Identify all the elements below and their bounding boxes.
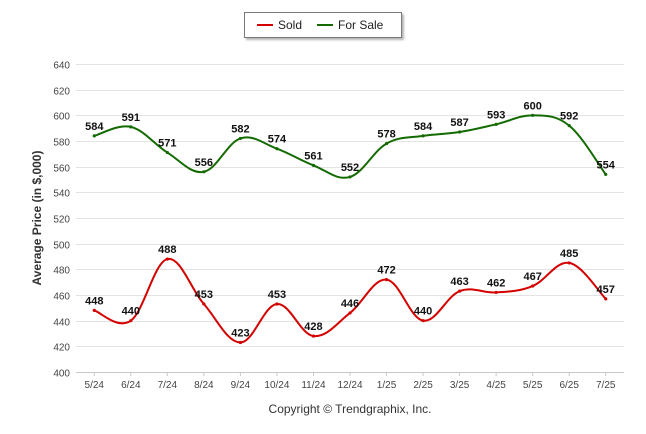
data-point-for-sale: [384, 141, 389, 146]
y-tick-label: 600: [53, 112, 70, 123]
y-tick-label: 500: [53, 241, 70, 252]
data-point-for-sale: [202, 170, 206, 174]
data-point-for-sale: [458, 130, 462, 134]
x-tick-label: 2/25: [413, 380, 433, 391]
data-point-for-sale: [311, 163, 316, 167]
data-point-for-sale: [238, 136, 242, 141]
y-tick-label: 560: [53, 164, 70, 175]
legend-item-sold: Sold: [257, 18, 302, 32]
data-label-sold: 453: [195, 289, 213, 301]
data-label-for-sale: 578: [377, 129, 395, 141]
data-label-sold: 448: [85, 295, 103, 307]
data-label-sold: 462: [487, 277, 505, 289]
data-point-for-sale: [129, 125, 133, 129]
y-tick-label: 640: [53, 61, 70, 72]
x-tick-label: 1/25: [377, 380, 397, 391]
data-label-sold: 428: [304, 321, 322, 333]
x-tick-label: 4/25: [486, 380, 506, 391]
data-point-sold: [458, 289, 462, 293]
data-label-sold: 446: [341, 298, 359, 310]
data-label-for-sale: 592: [560, 111, 578, 123]
data-point-sold: [384, 278, 389, 282]
data-label-for-sale: 584: [85, 121, 104, 133]
data-point-for-sale: [567, 124, 571, 128]
data-label-for-sale: 600: [523, 100, 541, 112]
y-tick-label: 400: [53, 369, 70, 380]
data-point-sold: [202, 302, 206, 306]
y-tick-label: 460: [53, 292, 70, 303]
data-point-for-sale: [275, 147, 279, 151]
data-label-for-sale: 574: [268, 134, 287, 146]
x-tick-label: 11/24: [301, 380, 326, 391]
y-tick-label: 420: [53, 343, 70, 354]
legend: Sold For Sale: [244, 12, 402, 38]
legend-swatch-for-sale: [317, 23, 333, 26]
data-point-for-sale: [604, 172, 608, 176]
legend-swatch-sold: [257, 23, 273, 26]
data-label-for-sale: 593: [487, 109, 505, 121]
data-label-sold: 488: [158, 244, 176, 256]
data-point-for-sale: [494, 122, 498, 126]
data-point-for-sale: [92, 134, 96, 138]
data-label-for-sale: 582: [231, 123, 249, 135]
data-point-sold: [604, 297, 608, 301]
data-label-for-sale: 571: [158, 138, 176, 150]
data-point-for-sale: [531, 113, 535, 117]
y-axis-title: Average Price (in $,000): [30, 151, 44, 286]
x-tick-label: 5/24: [85, 380, 105, 391]
data-label-for-sale: 556: [195, 157, 213, 169]
data-label-for-sale: 587: [450, 117, 468, 129]
y-tick-label: 480: [53, 266, 70, 277]
data-point-for-sale: [165, 150, 169, 155]
legend-label-sold: Sold: [278, 18, 303, 32]
data-point-sold: [92, 308, 96, 312]
legend-item-for-sale: For Sale: [317, 18, 383, 32]
data-point-sold: [567, 261, 571, 265]
data-label-sold: 453: [268, 289, 286, 301]
x-tick-label: 7/24: [158, 380, 178, 391]
data-label-sold: 485: [560, 248, 578, 260]
data-point-sold: [165, 257, 169, 261]
data-label-for-sale: 552: [341, 162, 359, 174]
y-tick-label: 520: [53, 215, 70, 226]
data-label-sold: 423: [231, 327, 249, 339]
data-point-sold: [238, 340, 242, 345]
x-tick-label: 7/25: [596, 380, 616, 391]
data-label-sold: 440: [122, 306, 140, 318]
x-tick-label: 6/25: [559, 380, 579, 391]
data-label-for-sale: 591: [122, 112, 140, 124]
data-point-for-sale: [421, 134, 425, 138]
data-point-sold: [275, 302, 279, 306]
data-label-sold: 467: [523, 271, 541, 283]
data-label-for-sale: 561: [304, 150, 322, 162]
data-point-sold: [311, 334, 316, 338]
x-tick-label: 12/24: [337, 380, 362, 391]
legend-label-for-sale: For Sale: [338, 18, 384, 32]
x-tick-label: 9/24: [231, 380, 251, 391]
y-tick-label: 440: [53, 318, 70, 329]
data-label-sold: 463: [450, 276, 468, 288]
data-label-for-sale: 554: [597, 159, 616, 171]
data-point-sold: [421, 319, 425, 323]
data-label-sold: 440: [414, 306, 432, 318]
x-tick-label: 3/25: [450, 380, 470, 391]
data-label-sold: 472: [377, 265, 395, 277]
data-point-sold: [531, 284, 535, 288]
x-tick-label: 6/24: [121, 380, 141, 391]
x-tick-label: 8/24: [194, 380, 214, 391]
copyright-text: Copyright © Trendgraphix, Inc.: [268, 402, 432, 416]
y-tick-label: 620: [53, 87, 70, 98]
data-label-sold: 457: [597, 284, 615, 296]
y-tick-label: 540: [53, 189, 70, 200]
data-label-for-sale: 584: [414, 121, 433, 133]
data-point-sold: [129, 319, 133, 323]
data-point-sold: [494, 290, 498, 295]
data-point-sold: [348, 311, 352, 315]
data-point-for-sale: [348, 175, 352, 179]
y-tick-label: 580: [53, 138, 70, 149]
x-tick-label: 5/25: [523, 380, 543, 391]
x-tick-label: 10/24: [264, 380, 289, 391]
